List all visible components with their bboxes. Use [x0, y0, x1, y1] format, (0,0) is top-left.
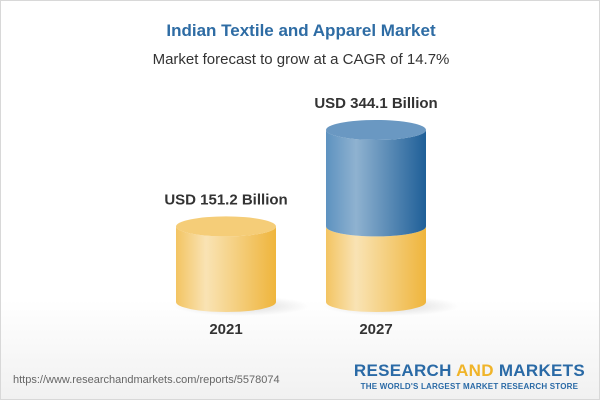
- chart-subtitle: Market forecast to grow at a CAGR of 14.…: [152, 51, 450, 68]
- x-tick-label: 2027: [359, 321, 392, 338]
- data-label: USD 151.2 Billion: [164, 191, 287, 208]
- cylinder-base-segment: [176, 226, 276, 312]
- chart-title: Indian Textile and Apparel Market: [166, 21, 436, 40]
- cylinder-top: [176, 216, 276, 237]
- cylinder-base-segment: [326, 226, 426, 312]
- source-url[interactable]: https://www.researchandmarkets.com/repor…: [13, 374, 280, 386]
- cylinder-top: [326, 119, 426, 140]
- cylinder-growth-segment: [326, 129, 426, 237]
- x-tick-label: 2021: [209, 321, 242, 338]
- brand-logo: RESEARCH AND MARKETS THE WORLD'S LARGEST…: [353, 361, 585, 391]
- data-label: USD 344.1 Billion: [314, 95, 437, 112]
